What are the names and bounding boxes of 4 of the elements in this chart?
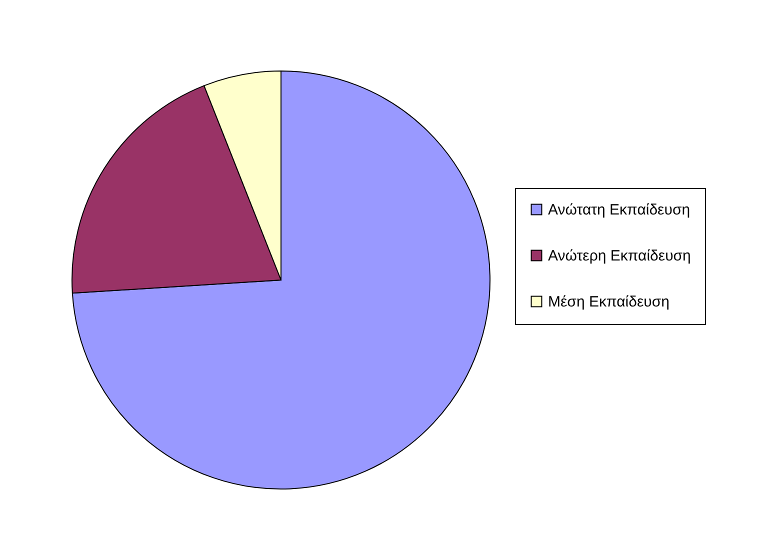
legend-label: Μέση Εκπαίδευση: [548, 294, 670, 310]
legend-label: Ανώτατη Εκπαίδευση: [548, 202, 690, 218]
pie-slice: [72, 70, 490, 490]
legend-label: Ανώτερη Εκπαίδευση: [548, 248, 691, 264]
